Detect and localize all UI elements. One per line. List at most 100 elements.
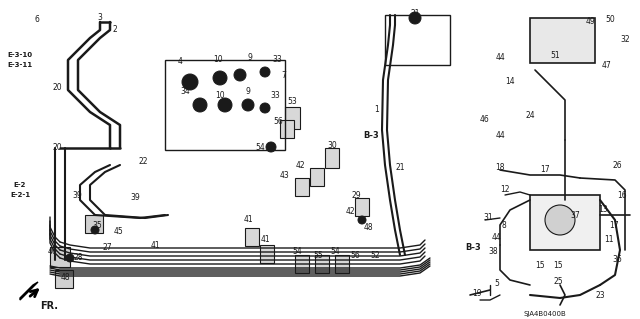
Text: 44: 44 (495, 54, 505, 63)
Circle shape (260, 103, 270, 113)
Text: 5: 5 (495, 278, 499, 287)
Text: 45: 45 (113, 227, 123, 236)
Text: 28: 28 (73, 254, 83, 263)
Text: 40: 40 (47, 248, 57, 256)
Text: 44: 44 (492, 234, 502, 242)
Text: 26: 26 (612, 160, 622, 169)
Bar (55, 270, 73, 288)
Text: 56: 56 (350, 250, 360, 259)
Text: 36: 36 (612, 256, 622, 264)
Text: 47: 47 (602, 61, 612, 70)
Bar (50, 247, 70, 267)
Text: FR.: FR. (40, 301, 58, 311)
Text: 41: 41 (260, 235, 270, 244)
Text: 18: 18 (495, 164, 505, 173)
Bar (355, 198, 369, 216)
Bar (245, 228, 259, 246)
Bar (280, 120, 294, 138)
Text: B-3: B-3 (465, 243, 481, 253)
Text: 54: 54 (255, 143, 265, 152)
Text: 13: 13 (598, 205, 608, 214)
Text: 37: 37 (570, 211, 580, 219)
Text: 48: 48 (60, 272, 70, 281)
Circle shape (409, 12, 421, 24)
Text: 8: 8 (502, 220, 506, 229)
Text: 31: 31 (483, 213, 493, 222)
Text: 52: 52 (370, 250, 380, 259)
Text: 33: 33 (272, 56, 282, 64)
Text: 30: 30 (327, 140, 337, 150)
Circle shape (213, 71, 227, 85)
Bar (530, 18, 595, 63)
Text: 32: 32 (620, 35, 630, 44)
Text: E-2: E-2 (14, 182, 26, 188)
Text: 54: 54 (292, 248, 302, 256)
Circle shape (218, 98, 232, 112)
Text: 10: 10 (213, 56, 223, 64)
Text: 2: 2 (113, 26, 117, 34)
Text: 41: 41 (150, 241, 160, 249)
Text: 3: 3 (97, 13, 102, 23)
Bar (285, 107, 300, 129)
Circle shape (545, 205, 575, 235)
Text: 49: 49 (585, 18, 595, 26)
Bar (85, 215, 103, 233)
Text: 17: 17 (540, 166, 550, 174)
Bar (295, 255, 309, 273)
Text: 51: 51 (550, 50, 560, 60)
Text: E-3-11: E-3-11 (8, 62, 33, 68)
Text: 35: 35 (92, 220, 102, 229)
Circle shape (91, 226, 99, 234)
Text: 20: 20 (52, 84, 62, 93)
Text: 15: 15 (535, 261, 545, 270)
Text: 46: 46 (480, 115, 490, 124)
Circle shape (66, 254, 74, 262)
Circle shape (234, 69, 246, 81)
Text: 39: 39 (72, 190, 82, 199)
Text: 6: 6 (35, 16, 40, 25)
Text: 12: 12 (500, 186, 509, 195)
Text: 33: 33 (270, 91, 280, 100)
Text: 42: 42 (345, 207, 355, 217)
Text: 38: 38 (488, 248, 498, 256)
Text: 24: 24 (525, 110, 535, 120)
Text: 29: 29 (351, 190, 361, 199)
Bar (335, 255, 349, 273)
Bar (530, 195, 600, 250)
Text: 25: 25 (553, 278, 563, 286)
Bar (310, 168, 324, 186)
Text: 41: 41 (243, 216, 253, 225)
Bar (315, 255, 329, 273)
Text: 15: 15 (553, 261, 563, 270)
Text: 21: 21 (410, 10, 420, 19)
Text: SJA4B0400B: SJA4B0400B (524, 311, 566, 317)
Circle shape (266, 142, 276, 152)
Circle shape (242, 99, 254, 111)
Circle shape (182, 74, 198, 90)
Bar (385, 15, 450, 65)
Text: 14: 14 (505, 78, 515, 86)
Text: E-2-1: E-2-1 (10, 192, 30, 198)
Text: 17: 17 (609, 220, 619, 229)
Text: 10: 10 (215, 91, 225, 100)
Bar (165, 60, 285, 150)
Text: 19: 19 (472, 288, 482, 298)
Text: 7: 7 (282, 70, 287, 79)
Circle shape (193, 98, 207, 112)
Text: 39: 39 (130, 194, 140, 203)
Text: 42: 42 (295, 160, 305, 169)
Text: 16: 16 (617, 190, 627, 199)
Text: 9: 9 (248, 54, 252, 63)
Circle shape (358, 216, 366, 224)
Bar (325, 148, 339, 168)
Text: 53: 53 (287, 98, 297, 107)
Text: 23: 23 (595, 291, 605, 300)
Text: 21: 21 (396, 164, 404, 173)
Text: 54: 54 (330, 248, 340, 256)
Text: 22: 22 (138, 158, 148, 167)
Text: 44: 44 (495, 130, 505, 139)
Bar (260, 245, 274, 263)
Bar (295, 178, 309, 196)
Text: 11: 11 (604, 235, 614, 244)
Text: 55: 55 (313, 250, 323, 259)
